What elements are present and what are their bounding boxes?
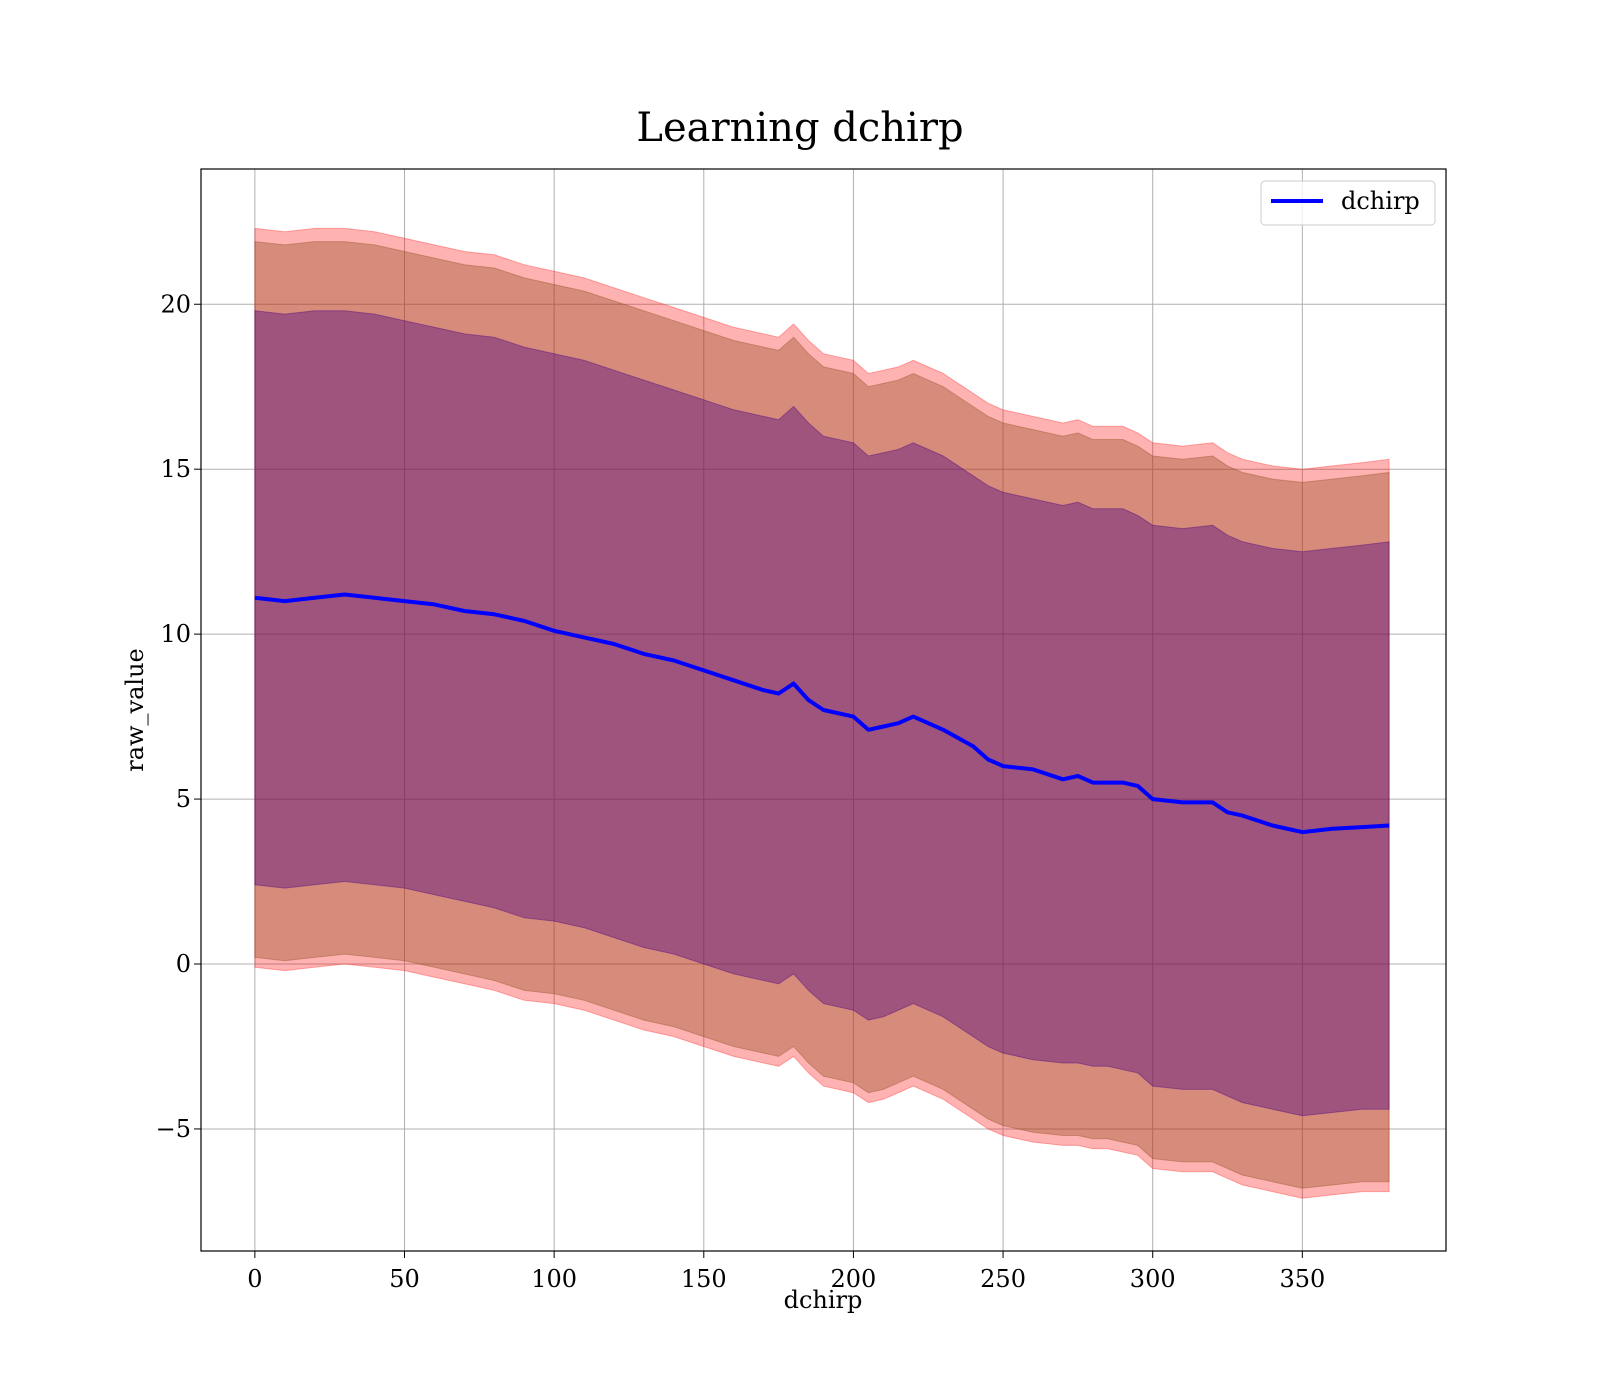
x-tick-label: 0 — [247, 1265, 262, 1293]
confidence-bands — [254, 227, 1390, 1199]
x-tick-label: 250 — [980, 1265, 1026, 1293]
y-tick-label: 5 — [176, 785, 191, 813]
y-tick-label: 10 — [160, 620, 191, 648]
x-tick-label: 50 — [389, 1265, 420, 1293]
confidence-band-3 — [254, 310, 1390, 1117]
legend: dchirp — [1260, 180, 1436, 226]
series-line-dchirp — [254, 592, 1390, 835]
x-tick-label: 200 — [831, 1265, 877, 1293]
y-axis-ticks: −5 0 5 10 15 20 — [156, 290, 201, 1143]
x-axis-ticks: 0 50 100 150 200 250 300 350 — [247, 1251, 1325, 1293]
x-tick-label: 100 — [531, 1265, 577, 1293]
x-tick-label: 300 — [1130, 1265, 1176, 1293]
x-axis-label: dchirp — [784, 1286, 863, 1314]
y-tick-label: 0 — [176, 950, 191, 978]
confidence-band-1 — [254, 227, 1390, 1199]
series-lines — [254, 592, 1390, 835]
y-tick-label: −5 — [156, 1115, 191, 1143]
plot-frame — [200, 168, 1447, 1252]
chart-title: Learning dchirp — [636, 105, 963, 151]
legend-box — [1260, 180, 1436, 226]
grid — [201, 169, 1446, 1251]
x-tick-label: 150 — [681, 1265, 727, 1293]
y-tick-label: 20 — [160, 290, 191, 318]
legend-label-dchirp: dchirp — [1341, 187, 1420, 215]
confidence-band-2 — [254, 241, 1390, 1189]
y-tick-label: 15 — [160, 455, 191, 483]
y-axis-label: raw_value — [121, 648, 149, 772]
x-tick-label: 350 — [1279, 1265, 1325, 1293]
